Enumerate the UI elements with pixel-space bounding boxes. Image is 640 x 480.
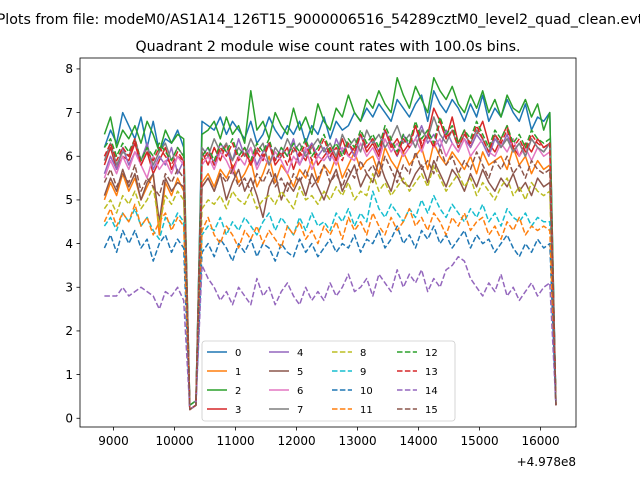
legend-frame — [201, 340, 456, 422]
x-tick-label: 10000 — [155, 434, 193, 448]
legend-label-2: 2 — [235, 386, 241, 397]
legend-label-13: 13 — [425, 367, 438, 378]
x-tick-label: 13000 — [338, 434, 376, 448]
series-line-10 — [103, 225, 557, 411]
legend-label-6: 6 — [297, 386, 303, 397]
legend-label-10: 10 — [360, 386, 373, 397]
series-line-9 — [103, 190, 557, 411]
x-tick-label: 11000 — [216, 434, 254, 448]
x-offset-label: +4.978e8 — [517, 455, 576, 469]
y-tick-label: 5 — [65, 193, 73, 207]
y-tick-label: 7 — [65, 106, 73, 120]
legend-label-7: 7 — [297, 405, 303, 416]
figure-suptitle: Plots from file: modeM0/AS1A14_126T15_90… — [0, 12, 640, 28]
legend-label-0: 0 — [235, 348, 241, 359]
legend-label-12: 12 — [425, 348, 438, 359]
axes-layer: 9000 10000 11000 12000 13000 14000 15000 16000 0… — [65, 57, 577, 448]
y-tick-label: 4 — [65, 237, 73, 251]
series-line-4 — [103, 124, 557, 406]
x-tick-label: 14000 — [400, 434, 438, 448]
x-tick-label: 12000 — [277, 434, 315, 448]
series-line-13 — [103, 120, 557, 411]
legend-label-3: 3 — [235, 405, 241, 416]
legend-label-5: 5 — [297, 367, 303, 378]
x-tick-label: 9000 — [98, 434, 129, 448]
legend-label-1: 1 — [235, 367, 241, 378]
chart-title: Quadrant 2 module wise count rates with … — [135, 39, 520, 55]
series-line-3 — [103, 107, 557, 411]
legend-label-8: 8 — [360, 348, 366, 359]
y-tick-label: 2 — [65, 324, 73, 338]
series-line-12 — [103, 116, 557, 406]
legend-label-9: 9 — [360, 367, 366, 378]
y-tick-label: 3 — [65, 281, 73, 295]
y-tick-label: 8 — [65, 62, 73, 76]
x-tick-label: 15000 — [461, 434, 499, 448]
series-line-14 — [104, 255, 557, 411]
axes-frame — [79, 57, 577, 428]
y-tick-label: 0 — [65, 412, 73, 426]
series-layer — [103, 76, 557, 411]
legend-label-4: 4 — [297, 348, 303, 359]
series-line-11 — [103, 203, 557, 411]
y-tick-label: 6 — [65, 150, 73, 164]
x-tick-label: 16000 — [522, 434, 560, 448]
series-line-15 — [103, 146, 557, 411]
y-tick-label: 1 — [65, 368, 73, 382]
legend-label-15: 15 — [425, 405, 438, 416]
series-line-2 — [103, 76, 557, 406]
legend-label-14: 14 — [425, 386, 438, 397]
legend-label-11: 11 — [360, 405, 373, 416]
